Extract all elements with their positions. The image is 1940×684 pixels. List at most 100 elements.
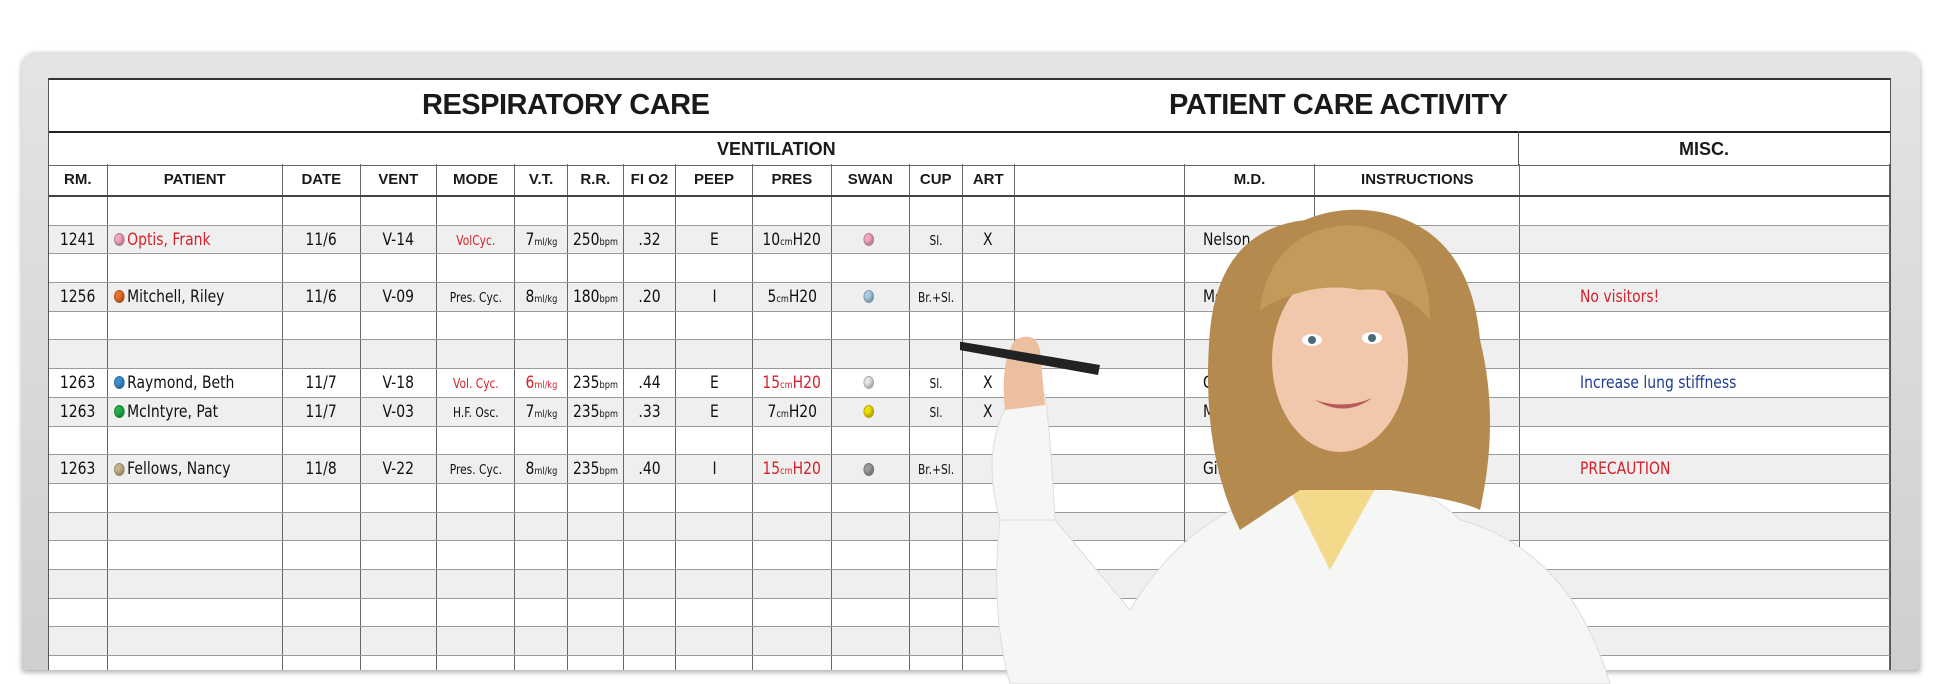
cell-pres[interactable]: [752, 253, 832, 284]
cell-date[interactable]: [282, 339, 361, 370]
cell-peep[interactable]: E: [675, 368, 753, 398]
cell-pres[interactable]: [752, 540, 832, 570]
cell-date[interactable]: [282, 426, 361, 456]
cell-blank[interactable]: [1014, 225, 1185, 255]
cell-rr[interactable]: [567, 196, 624, 226]
cell-fio2[interactable]: .32: [623, 225, 677, 255]
cell-cup[interactable]: [909, 426, 963, 456]
cell-peep[interactable]: E: [675, 225, 753, 255]
cell-fio2[interactable]: [623, 569, 677, 599]
cell-peep[interactable]: [675, 311, 753, 341]
cell-pres[interactable]: [752, 339, 832, 370]
cell-vt[interactable]: 6ml/kg: [514, 368, 568, 398]
cell-vt[interactable]: [514, 311, 568, 341]
cell-rr[interactable]: [567, 339, 624, 370]
cell-fio2[interactable]: [623, 253, 677, 284]
cell-rm[interactable]: [49, 598, 108, 628]
cell-peep[interactable]: I: [675, 454, 753, 484]
cell-pres[interactable]: 7cmH20: [752, 397, 832, 427]
cell-vt[interactable]: 8ml/kg: [514, 454, 568, 484]
cell-vent[interactable]: V-09: [360, 282, 437, 312]
cell-pres[interactable]: [752, 483, 832, 513]
cell-fio2[interactable]: [623, 311, 677, 341]
cell-swan[interactable]: [831, 655, 910, 670]
cell-misc[interactable]: No visitors!: [1519, 282, 1890, 312]
cell-rr[interactable]: 235bpm: [567, 454, 624, 484]
cell-vent[interactable]: V-22: [360, 454, 437, 484]
cell-vent[interactable]: [360, 598, 437, 628]
cell-patient[interactable]: [107, 512, 283, 542]
cell-swan[interactable]: [831, 540, 910, 570]
cell-fio2[interactable]: [623, 426, 677, 456]
cell-rr[interactable]: [567, 655, 624, 670]
cell-date[interactable]: [282, 311, 361, 341]
cell-patient[interactable]: [107, 339, 283, 370]
cell-pres[interactable]: [752, 569, 832, 599]
cell-mode[interactable]: [436, 339, 516, 370]
cell-rr[interactable]: [567, 598, 624, 628]
cell-pres[interactable]: [752, 311, 832, 341]
cell-patient[interactable]: [107, 426, 283, 456]
cell-rm[interactable]: 1263: [49, 454, 108, 484]
cell-misc[interactable]: [1519, 311, 1890, 341]
cell-misc[interactable]: [1519, 512, 1890, 542]
cell-fio2[interactable]: [623, 512, 677, 542]
cell-cup[interactable]: Br.+Sl.: [909, 454, 963, 484]
cell-peep[interactable]: E: [675, 397, 753, 427]
cell-vt[interactable]: [514, 540, 568, 570]
cell-swan[interactable]: [831, 483, 910, 513]
cell-blank[interactable]: [1014, 196, 1185, 226]
cell-pres[interactable]: 10cmH20: [752, 225, 832, 255]
cell-vt[interactable]: [514, 569, 568, 599]
cell-misc[interactable]: [1519, 540, 1890, 570]
cell-mode[interactable]: [436, 626, 516, 656]
cell-rm[interactable]: [49, 540, 108, 570]
cell-peep[interactable]: [675, 569, 753, 599]
cell-mode[interactable]: [436, 655, 516, 670]
cell-mode[interactable]: [436, 426, 516, 456]
cell-vent[interactable]: [360, 626, 437, 656]
cell-cup[interactable]: [909, 598, 963, 628]
cell-swan[interactable]: [831, 598, 910, 628]
cell-mode[interactable]: Pres. Cyc.: [436, 282, 516, 312]
cell-blank[interactable]: [1014, 282, 1185, 312]
cell-cup[interactable]: Br.+Sl.: [909, 282, 963, 312]
cell-art[interactable]: [962, 311, 1015, 341]
cell-pres[interactable]: 15cmH20: [752, 454, 832, 484]
cell-vt[interactable]: [514, 426, 568, 456]
cell-vt[interactable]: 7ml/kg: [514, 225, 568, 255]
cell-peep[interactable]: [675, 483, 753, 513]
cell-vt[interactable]: [514, 598, 568, 628]
cell-rm[interactable]: [49, 311, 108, 341]
cell-vent[interactable]: [360, 512, 437, 542]
cell-md[interactable]: [1184, 196, 1316, 226]
cell-rm[interactable]: 1263: [49, 368, 108, 398]
cell-patient[interactable]: [107, 569, 283, 599]
cell-fio2[interactable]: .44: [623, 368, 677, 398]
cell-rm[interactable]: [49, 626, 108, 656]
cell-cup[interactable]: [909, 253, 963, 284]
cell-peep[interactable]: [675, 426, 753, 456]
cell-rr[interactable]: [567, 540, 624, 570]
cell-swan[interactable]: [831, 311, 910, 341]
cell-peep[interactable]: [675, 196, 753, 226]
cell-cup[interactable]: Sl.: [909, 397, 963, 427]
cell-vt[interactable]: [514, 253, 568, 284]
cell-date[interactable]: [282, 626, 361, 656]
cell-patient[interactable]: [107, 540, 283, 570]
cell-mode[interactable]: VolCyc.: [436, 225, 516, 255]
cell-peep[interactable]: [675, 253, 753, 284]
cell-patient[interactable]: [107, 196, 283, 226]
cell-mode[interactable]: Vol. Cyc.: [436, 368, 516, 398]
cell-misc[interactable]: [1519, 253, 1890, 284]
cell-rr[interactable]: [567, 426, 624, 456]
cell-patient[interactable]: Fellows, Nancy: [107, 454, 283, 484]
cell-misc[interactable]: [1519, 655, 1890, 670]
cell-swan[interactable]: [831, 569, 910, 599]
cell-peep[interactable]: I: [675, 282, 753, 312]
cell-swan[interactable]: [831, 426, 910, 456]
cell-rm[interactable]: [49, 339, 108, 370]
cell-swan[interactable]: [831, 339, 910, 370]
cell-mode[interactable]: [436, 196, 516, 226]
cell-fio2[interactable]: [623, 626, 677, 656]
